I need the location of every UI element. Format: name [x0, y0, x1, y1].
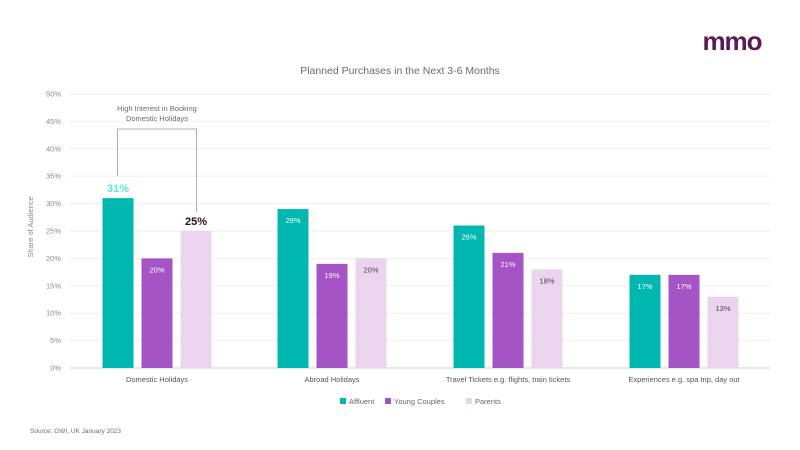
legend-swatch [340, 398, 346, 404]
y-tick-label: 10% [46, 309, 61, 318]
data-label: 13% [715, 304, 730, 313]
annotation: High Interest in Booking Domestic Holida… [117, 104, 197, 212]
legend-label: Young Couples [394, 397, 445, 406]
bar [453, 225, 485, 368]
data-label: 20% [363, 265, 378, 274]
category-labels: Domestic Holidays Abroad Holidays Travel T… [126, 375, 741, 384]
legend-swatch [385, 398, 391, 404]
category-label: Experiences e.g. spa trip, day out [628, 375, 740, 384]
y-tick-label: 25% [46, 227, 61, 236]
legend-swatch [466, 398, 472, 404]
gridlines [70, 93, 770, 369]
data-label: 21% [500, 260, 515, 269]
y-tick-label: 40% [46, 144, 61, 153]
data-label: 18% [539, 276, 554, 285]
bar [355, 258, 387, 368]
bar [629, 274, 661, 368]
y-tick-label: 5% [50, 336, 61, 345]
chart-title: Planned Purchases in the Next 3-6 Months [300, 65, 500, 77]
legend: Affluent Young Couples Parents [340, 397, 501, 406]
y-tick-label: 35% [46, 172, 61, 181]
bar [668, 274, 700, 368]
y-tick-label: 30% [46, 199, 61, 208]
bar [492, 252, 524, 368]
category-label: Travel Tickets e.g. flights, train ticke… [446, 375, 571, 384]
bar [102, 198, 134, 368]
data-label: 17% [676, 282, 691, 291]
legend-label: Parents [475, 397, 501, 406]
y-axis-label: Share of Audience [26, 196, 35, 257]
category-label: Abroad Holidays [304, 375, 359, 384]
bars [102, 198, 739, 368]
data-label: 19% [324, 271, 339, 280]
brand-logo: mmo [702, 26, 762, 56]
bar [316, 263, 348, 368]
legend-label: Affluent [349, 397, 375, 406]
y-tick-label: 20% [46, 254, 61, 263]
data-label: 29% [285, 216, 300, 225]
annotation-bracket [117, 128, 197, 212]
y-tick-label: 0% [50, 364, 61, 373]
bar [180, 231, 212, 368]
source-note: Source: GWI, UK January 2023 [30, 428, 121, 435]
data-label: 20% [149, 265, 164, 274]
data-label: 26% [461, 233, 476, 242]
brand-logo-text: mmo [702, 26, 761, 56]
annotation-text-line-2: Domestic Holidays [126, 114, 188, 123]
y-tick-label: 50% [46, 90, 61, 99]
bar [707, 296, 739, 368]
bar [277, 209, 309, 368]
y-tick-labels: 0% 5% 10% 15% 20% 25% 30% 35% 40% 45% 50% [46, 90, 61, 373]
bar [141, 258, 173, 368]
annotation-text-line-1: High Interest in Booking [117, 104, 197, 113]
bar [531, 269, 563, 368]
y-tick-label: 15% [46, 281, 61, 290]
data-label: 25% [185, 216, 207, 228]
data-labels: 31% 20% 25% 29% 19% 20% 26% 21% 18% 17% 17% 13% [107, 183, 731, 313]
y-tick-label: 45% [46, 117, 61, 126]
category-label: Domestic Holidays [126, 375, 188, 384]
data-label: 31% [107, 183, 129, 195]
data-label: 17% [637, 282, 652, 291]
